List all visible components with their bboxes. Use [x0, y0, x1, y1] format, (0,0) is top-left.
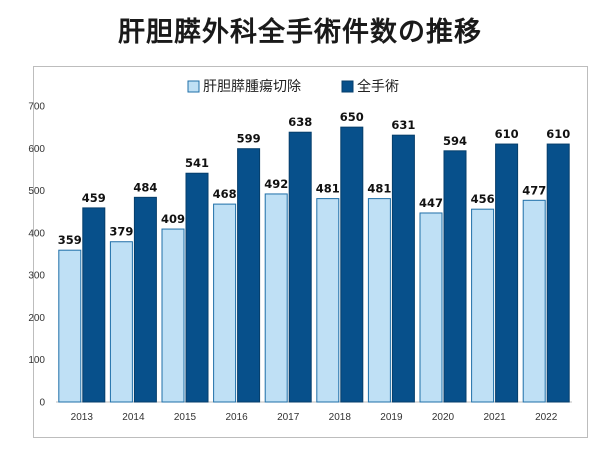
data-label: 456: [471, 192, 495, 206]
x-tick-label: 2020: [432, 412, 455, 423]
legend-swatch-1: [187, 80, 200, 93]
bar-total: [495, 143, 519, 403]
x-tick-label: 2013: [71, 412, 94, 423]
y-tick-label: 500: [28, 186, 45, 197]
bar-total: [185, 172, 209, 403]
x-tick-label: 2019: [380, 412, 403, 423]
data-label: 477: [522, 183, 546, 197]
data-label: 481: [316, 182, 340, 196]
bar-resection: [58, 249, 82, 403]
bar-resection: [316, 198, 340, 403]
chart-title: 肝胆膵外科全手術件数の推移: [118, 17, 482, 48]
y-tick-label: 600: [28, 144, 45, 155]
bar-total: [133, 196, 157, 403]
data-label: 492: [264, 177, 288, 191]
x-tick-label: 2021: [483, 412, 506, 423]
bar-resection: [109, 241, 133, 403]
legend-swatch-2: [341, 80, 354, 93]
bar-resection: [471, 208, 495, 403]
bar-total: [82, 207, 106, 403]
data-label: 650: [340, 110, 364, 124]
data-label: 447: [419, 196, 443, 210]
data-label: 459: [82, 191, 106, 205]
legend-label-2: 全手術: [357, 78, 399, 95]
bar-total: [391, 134, 415, 403]
data-label: 484: [133, 180, 157, 194]
bar-total: [443, 150, 467, 403]
legend-label-1: 肝胆膵腫瘍切除: [203, 78, 301, 95]
data-label: 409: [161, 212, 185, 226]
bar-total: [237, 148, 261, 403]
bar-resection: [213, 203, 237, 403]
data-label: 468: [213, 187, 237, 201]
bar-total: [288, 131, 312, 403]
x-tick-label: 2022: [535, 412, 558, 423]
data-label: 379: [109, 225, 133, 239]
y-tick-label: 300: [28, 271, 45, 282]
bar-resection: [522, 199, 546, 403]
y-tick-label: 100: [28, 355, 45, 366]
bar-resection: [264, 193, 288, 403]
data-label: 610: [546, 127, 570, 141]
bar-resection: [161, 228, 185, 403]
bar-resection: [367, 198, 391, 403]
y-tick-label: 0: [39, 398, 45, 409]
data-label: 638: [288, 115, 312, 129]
data-label: 359: [58, 233, 82, 247]
data-label: 481: [367, 182, 391, 196]
bar-total: [546, 143, 570, 403]
x-tick-label: 2014: [122, 412, 145, 423]
data-label: 541: [185, 156, 209, 170]
data-label: 610: [495, 127, 519, 141]
data-label: 631: [391, 118, 415, 132]
y-tick-label: 400: [28, 228, 45, 239]
x-tick-label: 2018: [329, 412, 352, 423]
y-tick-label: 700: [28, 102, 45, 113]
x-tick-label: 2016: [225, 412, 248, 423]
bar-total: [340, 126, 364, 403]
y-tick-label: 200: [28, 313, 45, 324]
data-label: 594: [443, 134, 467, 148]
x-tick-label: 2015: [174, 412, 197, 423]
data-label: 599: [237, 132, 261, 146]
bar-resection: [419, 212, 443, 403]
x-tick-label: 2017: [277, 412, 300, 423]
chart-frame: [33, 66, 588, 438]
